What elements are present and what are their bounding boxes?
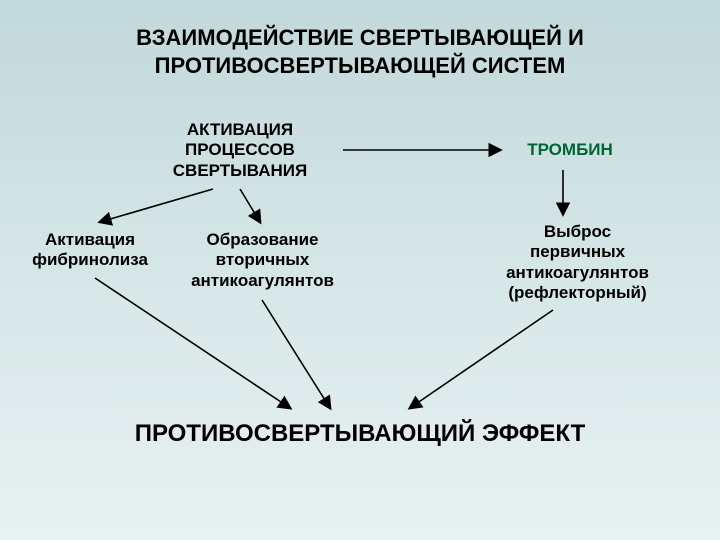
node-primary-l3: антикоагулянтов [490, 263, 665, 283]
node-primary: Выброс первичных антикоагулянтов (рефлек… [490, 222, 665, 304]
node-primary-l2: первичных [490, 242, 665, 262]
diagram-title: ВЗАИМОДЕЙСТВИЕ СВЕРТЫВАЮЩЕЙ И ПРОТИВОСВЕ… [0, 24, 720, 79]
node-activation: АКТИВАЦИЯ ПРОЦЕССОВ СВЕРТЫВАНИЯ [150, 120, 330, 181]
node-primary-l4: (рефлекторный) [490, 283, 665, 303]
node-activation-l3: СВЕРТЫВАНИЯ [150, 161, 330, 181]
node-secondary-l3: антикоагулянтов [175, 271, 350, 291]
conclusion-text: ПРОТИВОСВЕРТЫВАЮЩИЙ ЭФФЕКТ [0, 420, 720, 448]
node-fibrinolysis-l2: фибринолиза [20, 250, 160, 270]
node-primary-l1: Выброс [490, 222, 665, 242]
node-activation-l2: ПРОЦЕССОВ [150, 140, 330, 160]
node-thrombin: ТРОМБИН [500, 140, 640, 160]
title-line-1: ВЗАИМОДЕЙСТВИЕ СВЕРТЫВАЮЩЕЙ И [0, 24, 720, 52]
node-secondary-l2: вторичных [175, 250, 350, 270]
node-thrombin-text: ТРОМБИН [527, 140, 613, 159]
title-line-2: ПРОТИВОСВЕРТЫВАЮЩЕЙ СИСТЕМ [0, 52, 720, 80]
diagram-canvas: ВЗАИМОДЕЙСТВИЕ СВЕРТЫВАЮЩЕЙ И ПРОТИВОСВЕ… [0, 0, 720, 540]
node-activation-l1: АКТИВАЦИЯ [150, 120, 330, 140]
node-secondary-l1: Образование [175, 230, 350, 250]
node-fibrinolysis: Активация фибринолиза [20, 230, 160, 271]
node-secondary: Образование вторичных антикоагулянтов [175, 230, 350, 291]
node-fibrinolysis-l1: Активация [20, 230, 160, 250]
